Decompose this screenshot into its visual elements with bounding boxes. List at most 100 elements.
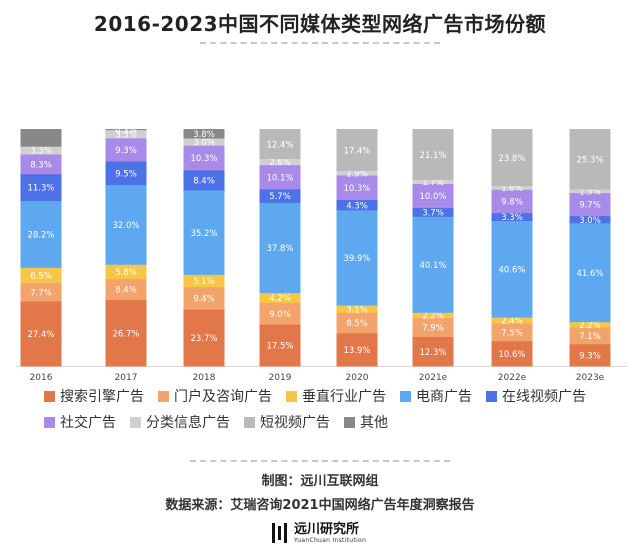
data-label: 1.9% xyxy=(346,169,368,179)
data-source-credit: 数据来源：艾瑞咨询2021中国网络广告年度洞察报告 xyxy=(165,498,475,513)
data-label: 10.1% xyxy=(266,173,293,183)
data-label: 2.2% xyxy=(422,312,444,322)
legend-swatch xyxy=(400,390,411,402)
data-label: 3.7% xyxy=(422,208,444,218)
legend-swatch xyxy=(344,416,355,428)
data-label: 9.3% xyxy=(579,351,601,361)
x-tick-label: 2021e xyxy=(419,373,448,383)
bar-segment xyxy=(105,137,147,162)
legend-label: 垂直行业广告 xyxy=(302,389,386,405)
data-label: 2.2% xyxy=(579,321,601,331)
data-label: 5.7% xyxy=(269,192,291,202)
data-label: 3.0% xyxy=(193,138,215,148)
legend-label: 社交广告 xyxy=(60,415,116,431)
data-label: 12.3% xyxy=(419,348,446,358)
data-label: 8.4% xyxy=(193,177,215,187)
data-label: 9.0% xyxy=(269,310,291,320)
bar-segment xyxy=(491,189,533,214)
bar-segment xyxy=(412,336,454,367)
bar-segment xyxy=(183,129,225,139)
bar-segment xyxy=(259,302,301,325)
bar-segment xyxy=(569,343,611,367)
bar-segment xyxy=(491,220,533,318)
data-label: 7.5% xyxy=(501,328,523,338)
x-tick-label: 2023e xyxy=(576,373,605,383)
bar-segment xyxy=(183,190,225,275)
bar-segment xyxy=(412,207,454,217)
bar-segment xyxy=(105,129,147,139)
data-label: 3.3% xyxy=(30,147,52,157)
data-label: 8.5% xyxy=(346,319,368,329)
data-label: 10.0% xyxy=(419,192,446,202)
data-label: 28.2% xyxy=(27,230,54,240)
data-label: 4.3% xyxy=(346,201,368,211)
data-label: 6.5% xyxy=(30,272,52,282)
data-label: 5.1% xyxy=(193,277,215,287)
legend-label: 门户及咨询广告 xyxy=(174,389,272,405)
x-tick-label: 2016 xyxy=(30,373,53,383)
data-label: 1.5% xyxy=(579,187,601,197)
data-label: 35.2% xyxy=(190,229,217,239)
bar-segment xyxy=(569,129,611,190)
bar-segment xyxy=(336,209,378,306)
bar-segment xyxy=(105,161,147,186)
data-label: 39.9% xyxy=(343,254,370,264)
legend-item: 在线视频广告 xyxy=(486,386,586,406)
data-label: 7.7% xyxy=(30,288,52,298)
legend-label: 其他 xyxy=(360,415,388,431)
data-label: 3.0% xyxy=(579,216,601,226)
data-label: 41.6% xyxy=(576,269,603,279)
legend-item: 垂直行业广告 xyxy=(286,386,386,406)
legend-item: 分类信息广告 xyxy=(130,412,230,432)
bar-segment xyxy=(259,324,301,367)
brand-logo: 远川研究所 YuanChuan Institution xyxy=(272,519,366,547)
bar-segment xyxy=(412,129,454,180)
data-label: 7.1% xyxy=(579,332,601,342)
bar-segment xyxy=(259,129,301,159)
data-label: 23.7% xyxy=(190,334,217,344)
bar-segment xyxy=(569,321,611,328)
bar-segment xyxy=(412,312,454,319)
data-label: 37.8% xyxy=(266,244,293,254)
bar-segment xyxy=(412,317,454,337)
bar-segment xyxy=(412,183,454,208)
data-label: 3.3% xyxy=(501,213,523,223)
data-label: 26.7% xyxy=(112,329,139,339)
bar-segment xyxy=(336,332,378,367)
bar-segment xyxy=(20,154,62,175)
bar-segment xyxy=(569,327,611,345)
bar-segment xyxy=(569,189,611,194)
data-label: 2.6% xyxy=(269,158,291,168)
bar-segment xyxy=(20,200,62,268)
bar-segment xyxy=(183,309,225,367)
bar-segment xyxy=(259,188,301,203)
legend-swatch xyxy=(158,390,169,402)
legend-swatch xyxy=(44,390,55,402)
bar-segment xyxy=(491,340,533,367)
data-label: 10.3% xyxy=(343,184,370,194)
data-label: 9.5% xyxy=(115,169,137,179)
bar-segment xyxy=(336,312,378,334)
bar-segment xyxy=(412,179,454,184)
legend-label: 分类信息广告 xyxy=(146,415,230,431)
bar-segment xyxy=(105,278,147,300)
stacked-bar-chart: 27.4% 7.7% 6.5% 28.2% 11.3% 8.3% 3.3% 2016 26.7%… xyxy=(16,129,628,383)
bar-segment xyxy=(105,299,147,367)
data-label: 5.8% xyxy=(115,268,137,278)
bar-segment xyxy=(259,164,301,190)
legend-swatch xyxy=(486,390,497,402)
data-label: 3.1% xyxy=(346,305,368,315)
legend-item: 其他 xyxy=(344,412,388,432)
data-label: 25.3% xyxy=(576,156,603,166)
data-label: 10.3% xyxy=(190,154,217,164)
bar-segment xyxy=(569,215,611,224)
bar-segment xyxy=(105,184,147,265)
bar-segment xyxy=(20,129,62,147)
footer-divider-top xyxy=(190,460,450,462)
data-label: 1.7% xyxy=(422,178,444,188)
legend-item: 门户及咨询广告 xyxy=(158,386,272,406)
bar-segment xyxy=(183,274,225,288)
legend-swatch xyxy=(44,416,55,428)
bar-segment xyxy=(336,170,378,176)
legend-label: 搜索引擎广告 xyxy=(60,389,144,405)
